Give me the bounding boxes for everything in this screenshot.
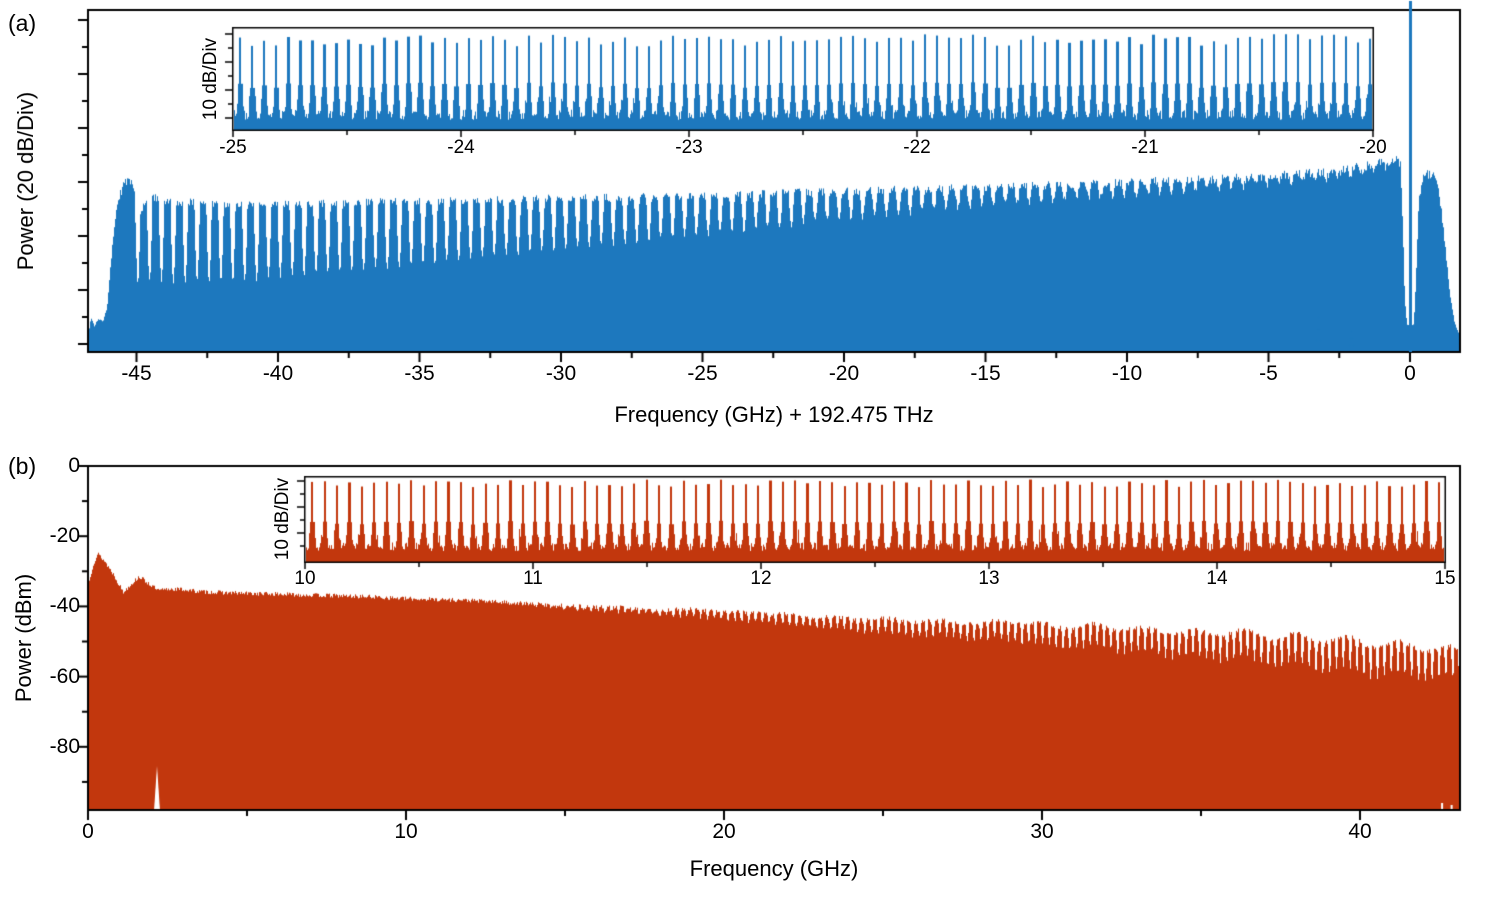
tick-label: -21 [1131,137,1159,158]
tick-label: 14 [1206,568,1228,589]
panel-b-x-axis-title: Frequency (GHz) [689,856,859,881]
panel-a-inset-plot-canvas [223,18,1383,148]
panel-a-label: (a) [8,10,37,36]
tick-label: -20 [49,524,80,548]
tick-label: -23 [675,137,703,158]
panel-a-y-axis-title: Power (20 dB/Div) [13,91,38,271]
tick-label: -15 [970,362,1001,385]
tick-label: -45 [121,362,152,385]
tick-label: -60 [49,664,80,688]
tick-label: 0 [68,454,80,477]
panel-b-label: (b) [8,453,37,479]
tick-label: 20 [712,820,736,843]
tick-label: 40 [1348,820,1372,843]
tick-label: -22 [903,137,931,158]
tick-label: -35 [404,362,435,385]
tick-label: -40 [49,594,80,618]
tick-label: 30 [1030,820,1054,843]
tick-label: -40 [262,362,294,385]
tick-label: -25 [687,362,718,385]
tick-label: -20 [1359,137,1387,158]
panel-b-inset-plot-canvas [295,467,1455,574]
tick-label: -25 [219,137,247,158]
tick-label: -80 [49,734,80,758]
tick-label: -24 [447,137,475,158]
panel-a-inset-y-axis-title: 10 dB/Div [200,37,221,121]
panel-a-x-axis-title: Frequency (GHz) + 192.475 THz [614,402,934,427]
tick-label: 10 [394,820,418,843]
tick-label: 10 [294,568,316,589]
tick-label: 0 [1404,362,1416,385]
tick-label: 12 [750,568,772,589]
tick-label: -30 [545,362,577,385]
tick-label: -10 [1111,362,1143,385]
tick-label: 13 [978,568,1000,589]
panel-b-inset-y-axis-title: 10 dB/Div [272,477,293,561]
tick-label: 15 [1434,568,1456,589]
tick-label: -5 [1259,362,1278,385]
tick-label: 11 [523,568,543,589]
tick-label: 0 [82,820,94,843]
tick-label: -20 [828,362,860,385]
